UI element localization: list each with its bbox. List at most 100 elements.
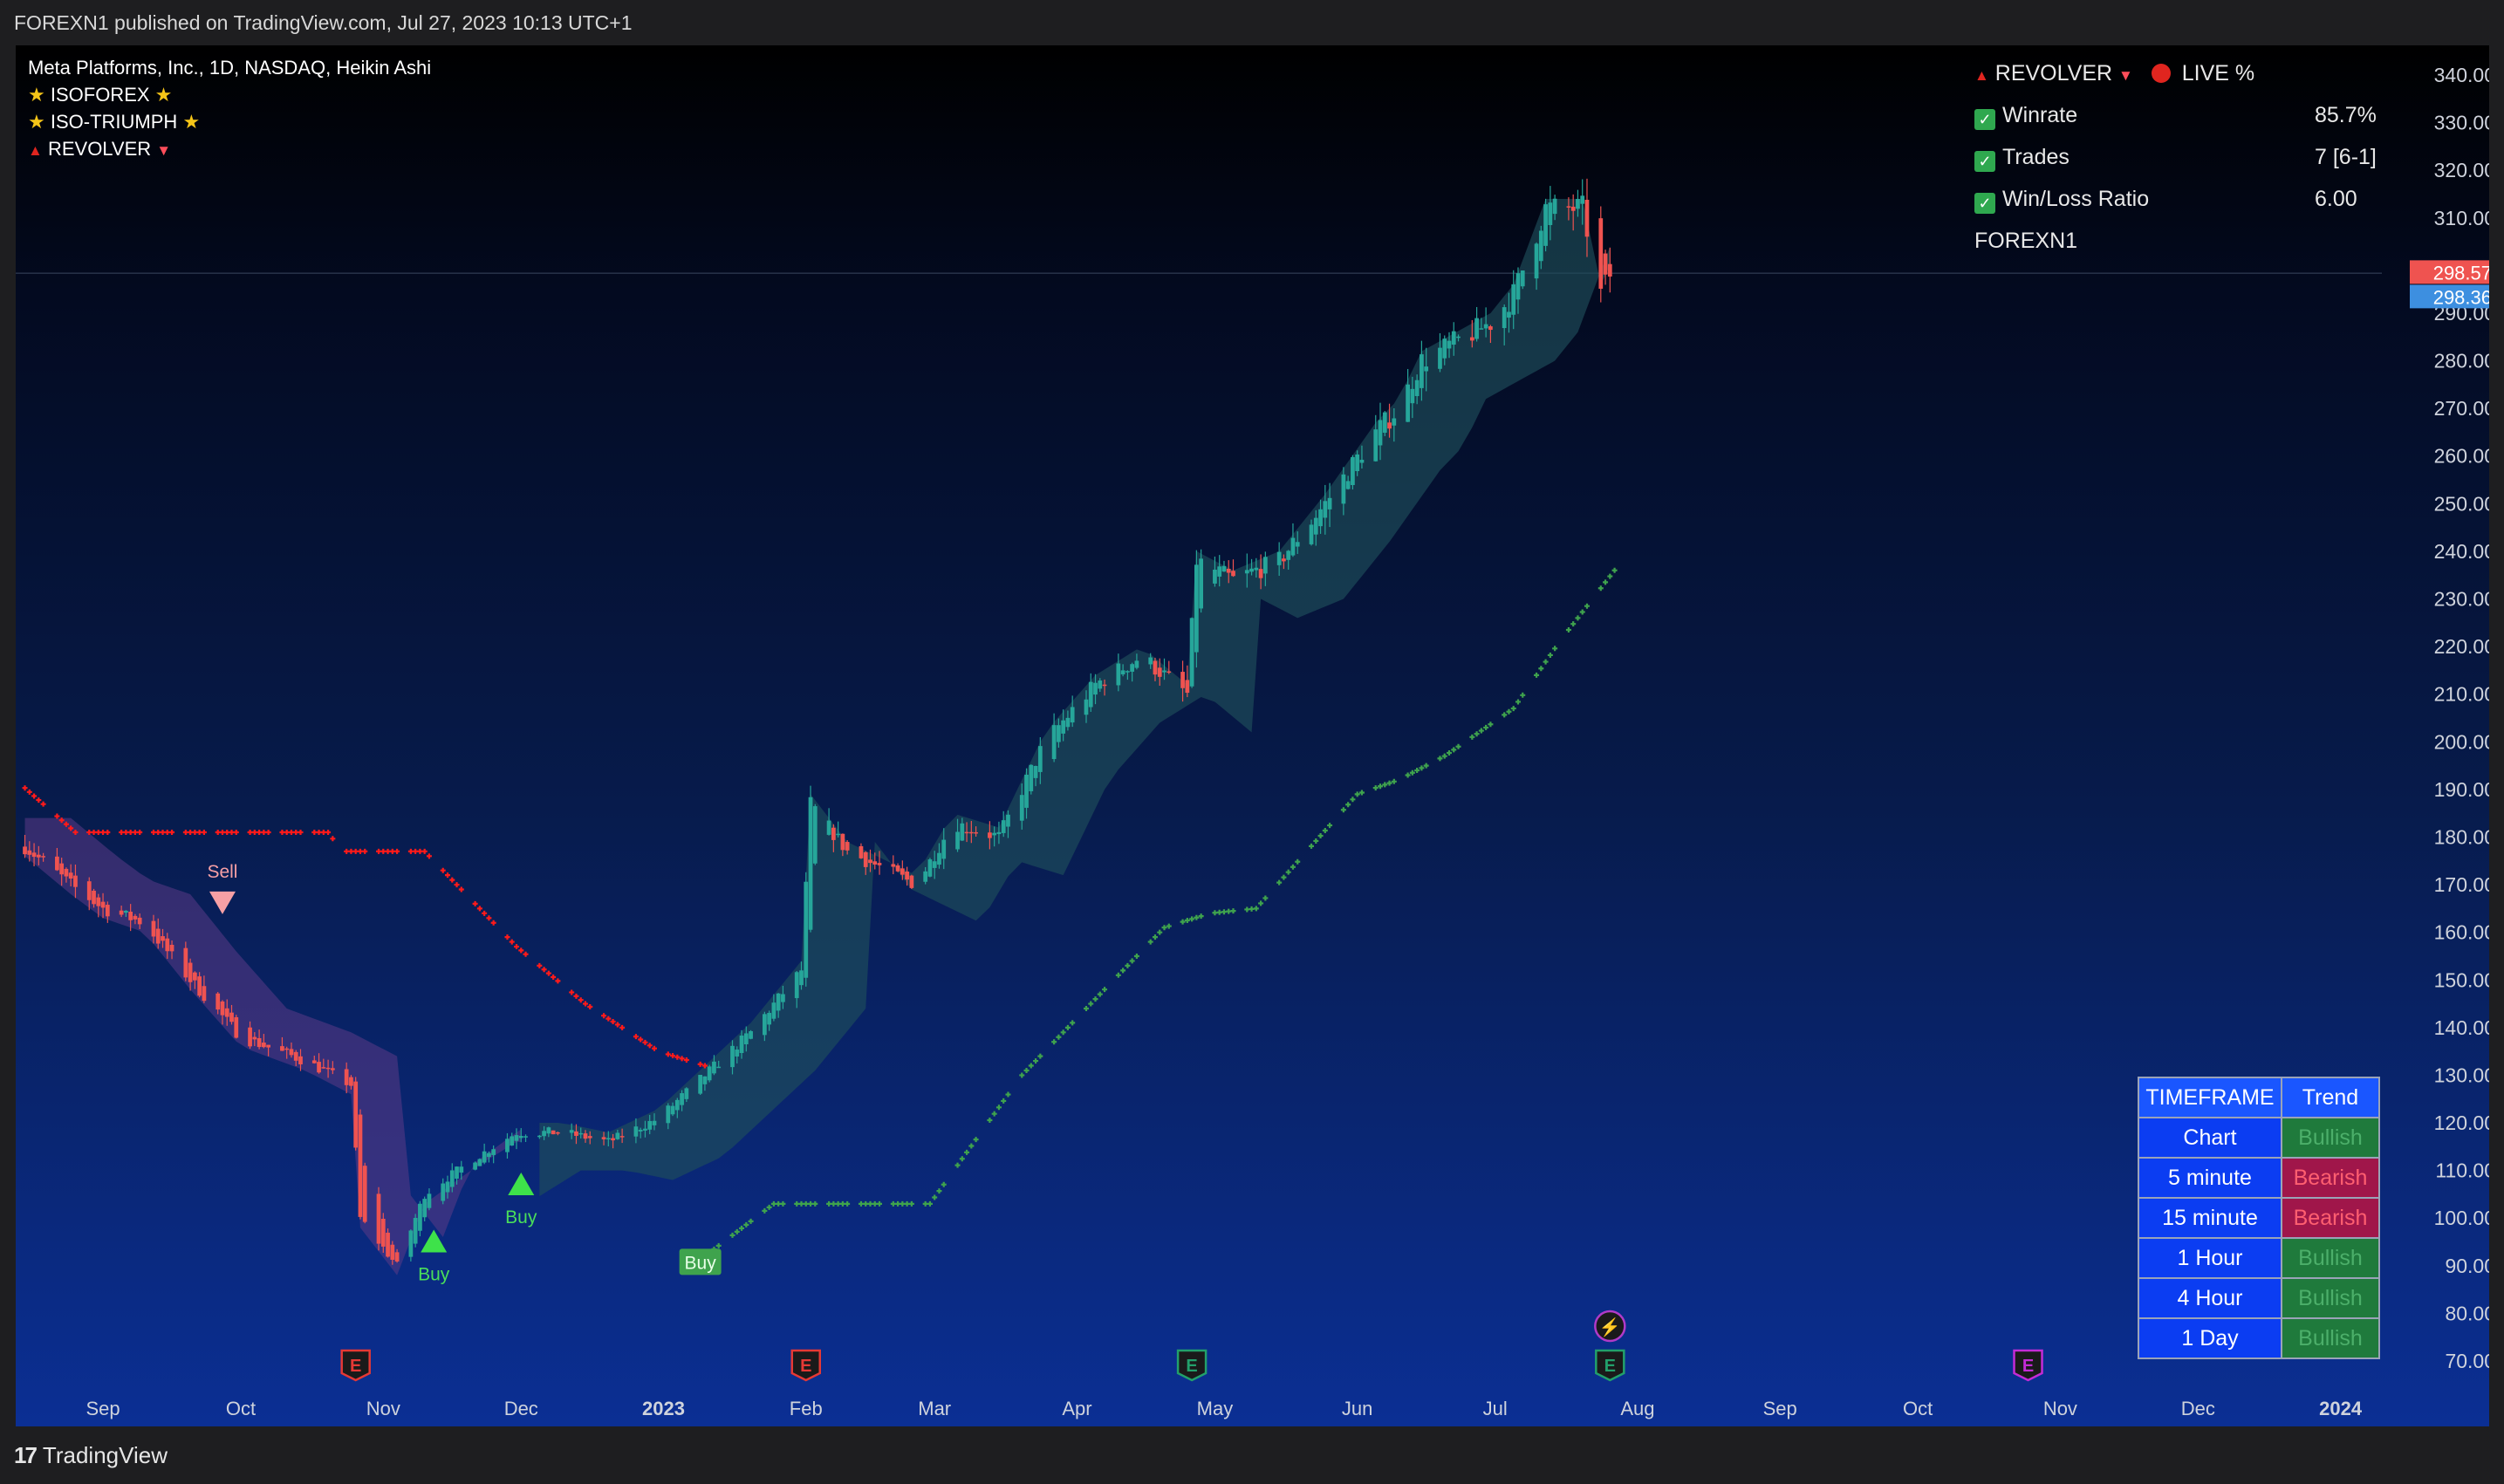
trailing-stop-bullish-mark (1478, 728, 1484, 734)
trailing-stop-bearish-mark (486, 915, 492, 921)
candle (1382, 411, 1387, 436)
trailing-stop-bearish-mark (587, 1003, 593, 1009)
candle-body (1098, 680, 1103, 689)
candle-body (353, 1081, 359, 1148)
candle (1552, 195, 1557, 221)
candle-body (1180, 672, 1185, 688)
candle (1231, 559, 1235, 578)
trailing-stop-bullish-mark (890, 1200, 896, 1207)
candle (960, 817, 965, 841)
candle-body (615, 1132, 620, 1139)
candle (1295, 531, 1300, 554)
trailing-stop-bearish-mark (160, 830, 166, 836)
candle-body (1534, 243, 1539, 279)
candle (344, 1062, 349, 1094)
candle-body (1515, 273, 1521, 300)
trailing-stop-bullish-mark (812, 1200, 818, 1207)
candle-body (229, 1012, 234, 1022)
tradingview-logo[interactable]: 17 TradingView (14, 1442, 168, 1469)
trailing-stop-bearish-mark (385, 848, 391, 854)
candle (1130, 662, 1135, 682)
trailing-stop-bullish-mark (1088, 1001, 1094, 1007)
candle-body (556, 1132, 560, 1134)
legend-indicator-revolver[interactable]: ▲ REVOLVER ▼ (28, 135, 431, 164)
candle-body (408, 1230, 414, 1257)
trend-timeframe: 15 minute (2138, 1197, 2282, 1239)
triangle-down-icon: ▼ (156, 142, 172, 159)
candle-body (666, 1105, 671, 1124)
candle-body (284, 1048, 290, 1050)
candle-body (100, 901, 106, 908)
trailing-stop-bullish-mark (1115, 972, 1121, 978)
trailing-stop-bearish-mark (421, 848, 428, 854)
y-axis-tick-label: 340.00 (2434, 64, 2489, 86)
candle (1185, 665, 1190, 698)
candle (1199, 549, 1204, 613)
candle-body (169, 944, 174, 952)
candle-body (1351, 457, 1355, 485)
price-chart[interactable]: Sell Buy Buy Buy E E E E ⚡ E 340.00 330.00 320.00 3… (16, 45, 2489, 1426)
trailing-stop-bearish-mark (545, 970, 551, 976)
candle (105, 901, 110, 923)
candle-body (1231, 571, 1235, 577)
trailing-stop-bearish-mark (188, 830, 194, 836)
candle-body (64, 868, 69, 877)
candle (100, 892, 106, 919)
candle (169, 940, 174, 960)
candle (1392, 407, 1397, 442)
buy-signal: Buy (505, 1173, 537, 1228)
candle (941, 828, 947, 870)
trailing-stop-bullish-mark (776, 1200, 782, 1207)
legend-symbol[interactable]: Meta Platforms, Inc., 1D, NASDAQ, Heikin… (28, 57, 432, 79)
trailing-stop-bullish-mark (1506, 708, 1512, 715)
trailing-stop-bullish-mark (1092, 996, 1098, 1002)
trailing-stop-bullish-mark (1184, 918, 1190, 924)
trailing-stop-bullish-mark (877, 1200, 883, 1207)
candle-body (362, 1166, 367, 1222)
candle (1378, 402, 1383, 461)
candle-body (601, 1137, 606, 1139)
candle-body (927, 859, 933, 877)
trailing-stop-bullish-mark (1382, 782, 1388, 788)
trailing-stop-bullish-mark (1083, 1006, 1089, 1012)
candle-body (633, 1126, 639, 1137)
candle (514, 1128, 519, 1150)
trailing-stop-bullish-mark (1378, 783, 1384, 790)
trend-value: Bullish (2281, 1117, 2380, 1159)
candle-body (1607, 263, 1612, 277)
legend-indicator-isoforex[interactable]: ★ ISOFOREX ★ (28, 81, 431, 108)
x-axis-tick-label: Oct (1903, 1398, 1933, 1419)
candle (749, 1029, 753, 1040)
trailing-stop-bearish-mark (63, 821, 69, 827)
candle (1447, 332, 1452, 359)
trend-timeframe: Chart (2138, 1117, 2282, 1159)
candle (900, 860, 905, 880)
legend-indicator-iso-triumph[interactable]: ★ ISO-TRIUMPH ★ (28, 108, 431, 135)
candle-body (647, 1120, 653, 1130)
candle (1355, 450, 1360, 476)
candle-body (1001, 820, 1006, 833)
y-axis-tick-label: 250.00 (2434, 492, 2489, 515)
candle (794, 970, 799, 1009)
candle (1037, 736, 1043, 784)
candle-body (59, 863, 65, 875)
chart-area[interactable]: Sell Buy Buy Buy E E E E ⚡ E 340.00 330.00 320.00 3… (16, 45, 2489, 1426)
candle-body (992, 832, 997, 836)
candle (927, 858, 933, 878)
candle-body (23, 846, 27, 855)
trailing-stop-bullish-mark (780, 1200, 786, 1207)
candle (491, 1145, 496, 1164)
trailing-stop-bullish-mark (863, 1200, 869, 1207)
candle-body (413, 1217, 418, 1244)
y-axis-tick-label: 170.00 (2434, 873, 2489, 896)
trailing-stop-bullish-mark (1161, 925, 1167, 931)
candle-body (643, 1128, 647, 1131)
candle-body (473, 1162, 477, 1170)
candle-body (900, 868, 905, 875)
trailing-stop-bullish-mark (1023, 1067, 1030, 1073)
trailing-stop-bearish-mark (683, 1057, 689, 1063)
trailing-stop-bearish-mark (582, 1001, 588, 1007)
trailing-stop-bullish-mark (858, 1200, 864, 1207)
candle-body (776, 993, 781, 1011)
candle (455, 1166, 459, 1185)
